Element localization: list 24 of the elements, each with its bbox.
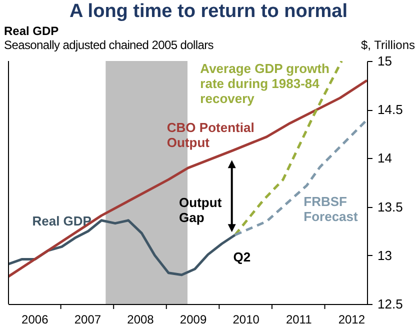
chart-title: A long time to return to normal <box>68 1 348 23</box>
line-series <box>8 79 367 278</box>
annotation: Q2 <box>233 249 251 264</box>
series-label: CBO Potential Output <box>166 120 254 150</box>
series-label: Average GDP growth rate during 1983-84 recovery <box>200 60 330 106</box>
y-tick-label: 15 <box>378 54 392 68</box>
series-label: Real GDP <box>32 213 92 228</box>
y-tick-label: 14 <box>378 150 392 166</box>
annotation: Output Gap <box>179 194 222 225</box>
x-tick-label: 2010 <box>232 312 260 326</box>
text: Seasonally adjusted chained 2005 dollars <box>4 38 214 52</box>
x-tick-label: 2008 <box>127 312 154 326</box>
x-tick-label: 2007 <box>74 312 102 326</box>
x-tick-label: 2009 <box>180 312 207 326</box>
x-tick-label: 2006 <box>22 312 49 326</box>
chart-subtitle: Real GDP <box>4 24 59 38</box>
y-tick-label: 13.5 <box>378 199 403 214</box>
y-tick-label: 13 <box>378 248 392 263</box>
y-axis-title: $, Trillions <box>360 38 415 52</box>
series-label: FRBSF Forecast <box>304 194 359 224</box>
y-tick-label: 12.5 <box>378 296 403 312</box>
x-tick-label: 2011 <box>286 312 312 326</box>
x-tick-label: 2012 <box>338 312 366 326</box>
y-tick-label: 14.5 <box>378 102 403 118</box>
